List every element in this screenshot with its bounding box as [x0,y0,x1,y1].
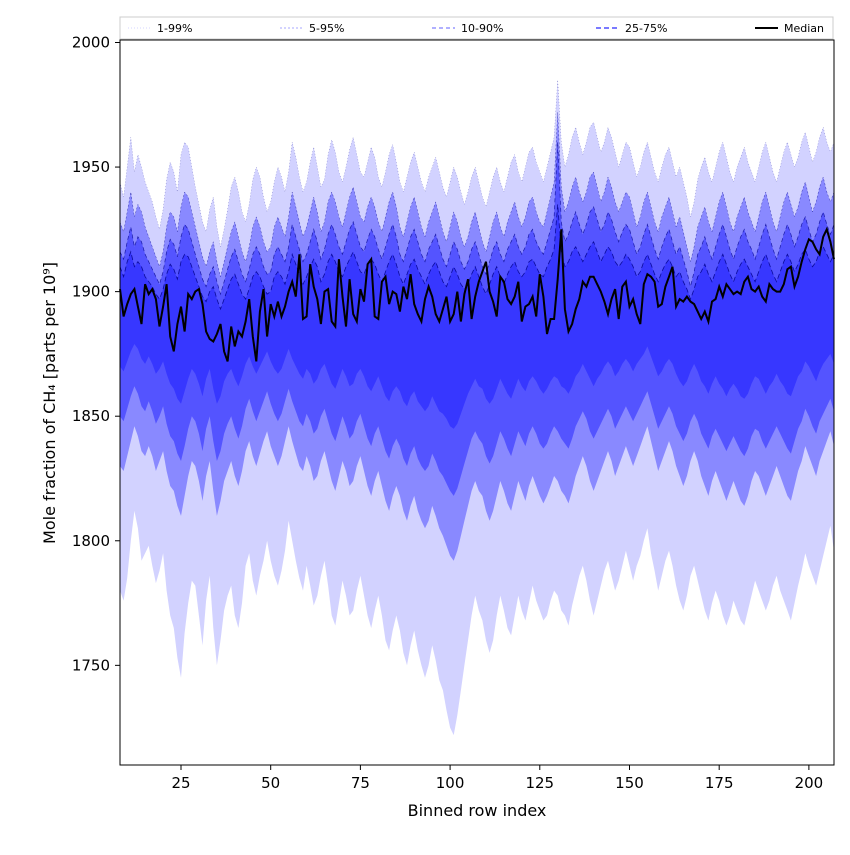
legend-label: 10-90% [461,22,503,35]
y-tick-label: 1750 [72,656,110,674]
plot-frame [119,39,835,766]
x-tick-label: 200 [795,774,824,792]
y-tick-label: 1950 [72,158,110,176]
band-upper-edge-1-99% [119,79,835,247]
legend-box [119,16,834,40]
legend-label: 25-75% [625,22,667,35]
legend-label: 1-99% [157,22,192,35]
x-tick-label: 25 [171,774,190,792]
y-axis-label: Mole fraction of CH₄ [parts per 10⁹] [40,262,59,544]
x-tick-label: 125 [525,774,554,792]
y-tick-label: 2000 [72,33,110,51]
x-axis-label: Binned row index [408,801,547,820]
median-line [119,226,835,362]
x-tick-label: 50 [261,774,280,792]
y-tick-label: 1850 [72,407,110,425]
x-tick-label: 100 [436,774,465,792]
band-25-75% [120,204,834,429]
median-layer [119,226,835,362]
x-tick-label: 175 [705,774,734,792]
tick-layer: 25 50 75 100 125 150 175 200 1750 1800 1850 1900 195… [72,33,823,792]
y-tick-label: 1900 [72,283,110,301]
legend-label: 5-95% [309,22,344,35]
x-tick-label: 75 [351,774,370,792]
legend-items: 1-99% 5-95% 10-90% 25-75% Median [128,22,824,35]
legend: 1-99% 5-95% 10-90% 25-75% Median [119,16,834,40]
band-upper-edge-5-95% [119,112,835,277]
x-tick-label: 150 [615,774,644,792]
band-upper-edge-10-90% [119,142,835,296]
band-upper-edge-25-75% [119,204,835,311]
y-tick-label: 1800 [72,532,110,550]
band-layer [119,79,835,736]
legend-label: Median [784,22,824,35]
